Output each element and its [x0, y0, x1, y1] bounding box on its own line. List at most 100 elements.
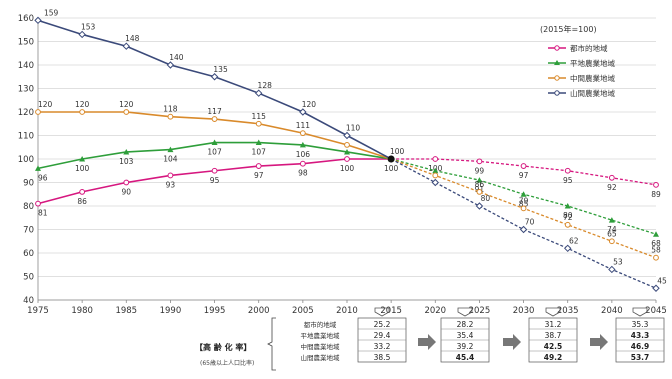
x-tick-label: 1975 [27, 306, 49, 316]
data-point [123, 179, 130, 186]
x-tick-label: 2045 [645, 306, 667, 316]
y-tick-label: 70 [23, 226, 34, 236]
data-label: 68 [651, 239, 661, 248]
data-point [564, 221, 571, 228]
x-axis-ticks: 1975 1980 1985 1990 1995 2000 2005 2010 2015 2020… [27, 300, 667, 316]
data-label: 95 [210, 176, 220, 185]
y-tick-label: 110 [18, 132, 34, 142]
data-point [255, 89, 263, 97]
data-label: 99 [475, 166, 485, 175]
data-label: 86 [77, 197, 87, 206]
data-point [476, 189, 483, 195]
data-label: 98 [298, 169, 308, 178]
table-row-label: 都市的地域 [304, 320, 337, 329]
x-tick-label: 2010 [336, 306, 358, 316]
x-tick-label: 1980 [71, 306, 93, 316]
y-tick-label: 100 [18, 155, 34, 165]
data-point [431, 178, 439, 187]
data-point [520, 205, 527, 212]
data-label: 93 [166, 180, 176, 189]
x-tick-label: 2040 [601, 306, 623, 316]
data-label: 74 [607, 225, 617, 234]
data-label: 128 [258, 81, 273, 90]
data-label: 81 [38, 209, 48, 218]
table-cell: 29.4 [374, 331, 391, 340]
data-label: 95 [563, 176, 573, 185]
x-tick-label: 1990 [160, 306, 182, 316]
data-label: 97 [254, 171, 264, 180]
data-point [476, 158, 483, 165]
table-cell: 46.9 [631, 342, 650, 351]
data-label: 120 [302, 100, 317, 109]
data-point [652, 284, 660, 292]
data-label: 107 [252, 148, 267, 157]
table-column: 25.2 29.4 33.2 38.5 [357, 307, 407, 363]
data-label: 103 [119, 157, 134, 166]
data-point [519, 225, 528, 234]
data-point [520, 163, 527, 169]
table-cell: 25.2 [374, 320, 391, 329]
x-tick-label: 2030 [513, 306, 535, 316]
data-point [167, 172, 174, 179]
data-point [255, 163, 262, 169]
legend-marker [554, 45, 560, 51]
x-tick-label: 2005 [292, 306, 314, 316]
data-point [653, 231, 659, 237]
data-label: 86 [475, 180, 485, 189]
data-point [167, 113, 174, 120]
legend-marker [554, 90, 560, 96]
table-cell: 35.4 [457, 331, 474, 340]
data-point [653, 181, 659, 188]
data-point [475, 202, 484, 210]
data-label: 120 [119, 100, 134, 109]
table-subtitle: (65歳以上人口比率) [200, 359, 254, 367]
table-cell: 31.2 [545, 320, 562, 329]
y-tick-label: 120 [18, 108, 34, 118]
table-cell: 35.3 [632, 320, 649, 329]
data-point [432, 172, 439, 179]
data-point [564, 244, 572, 253]
data-point [299, 141, 306, 148]
data-point [299, 108, 307, 116]
series-2: 120 120 120 118 117 115 111 86 79 72 65 58 [35, 100, 661, 261]
data-label: 45 [657, 276, 667, 285]
year-marker [374, 307, 390, 317]
data-point [299, 130, 306, 137]
data-label: 90 [122, 188, 132, 197]
arrow-icon [418, 334, 436, 350]
data-label: 53 [613, 257, 623, 266]
table-row-label: 平地農業地域 [301, 331, 341, 340]
data-label: 118 [163, 105, 178, 114]
series-0: 81 86 90 93 95 97 98 100 100 100 99 97 95 92 89 [35, 156, 661, 218]
table-cell: 43.3 [631, 331, 650, 340]
y-tick-label: 40 [23, 296, 34, 306]
table-cell: 53.7 [631, 353, 650, 362]
y-tick-label: 130 [18, 85, 34, 95]
data-point [35, 165, 41, 171]
data-label: 58 [651, 246, 661, 255]
data-point [608, 238, 615, 245]
data-point [210, 73, 219, 81]
data-label: 80 [563, 211, 573, 220]
y-tick-label: 140 [18, 61, 34, 71]
data-label: 100 [384, 164, 399, 173]
data-label: 153 [81, 22, 96, 31]
data-label: 96 [38, 173, 48, 182]
data-point [564, 167, 571, 174]
data-label: 100 [75, 164, 90, 173]
data-label: 70 [525, 218, 535, 227]
data-point [211, 116, 218, 122]
data-point [211, 139, 218, 146]
table-column: 28.2 35.4 39.2 45.4 [440, 307, 490, 363]
year-marker [545, 307, 561, 317]
legend-label: 山間農業地域 [570, 88, 615, 98]
data-label: 110 [346, 124, 361, 133]
table-row-label: 中間農業地域 [301, 342, 341, 351]
series-3: 159 153 148 140 135 128 120 110 100 80 70 62 53 45 [34, 8, 667, 292]
table-cell: 42.5 [544, 342, 563, 351]
data-point [476, 177, 483, 183]
data-label: 135 [213, 65, 228, 74]
x-tick-label: 1995 [204, 306, 226, 316]
